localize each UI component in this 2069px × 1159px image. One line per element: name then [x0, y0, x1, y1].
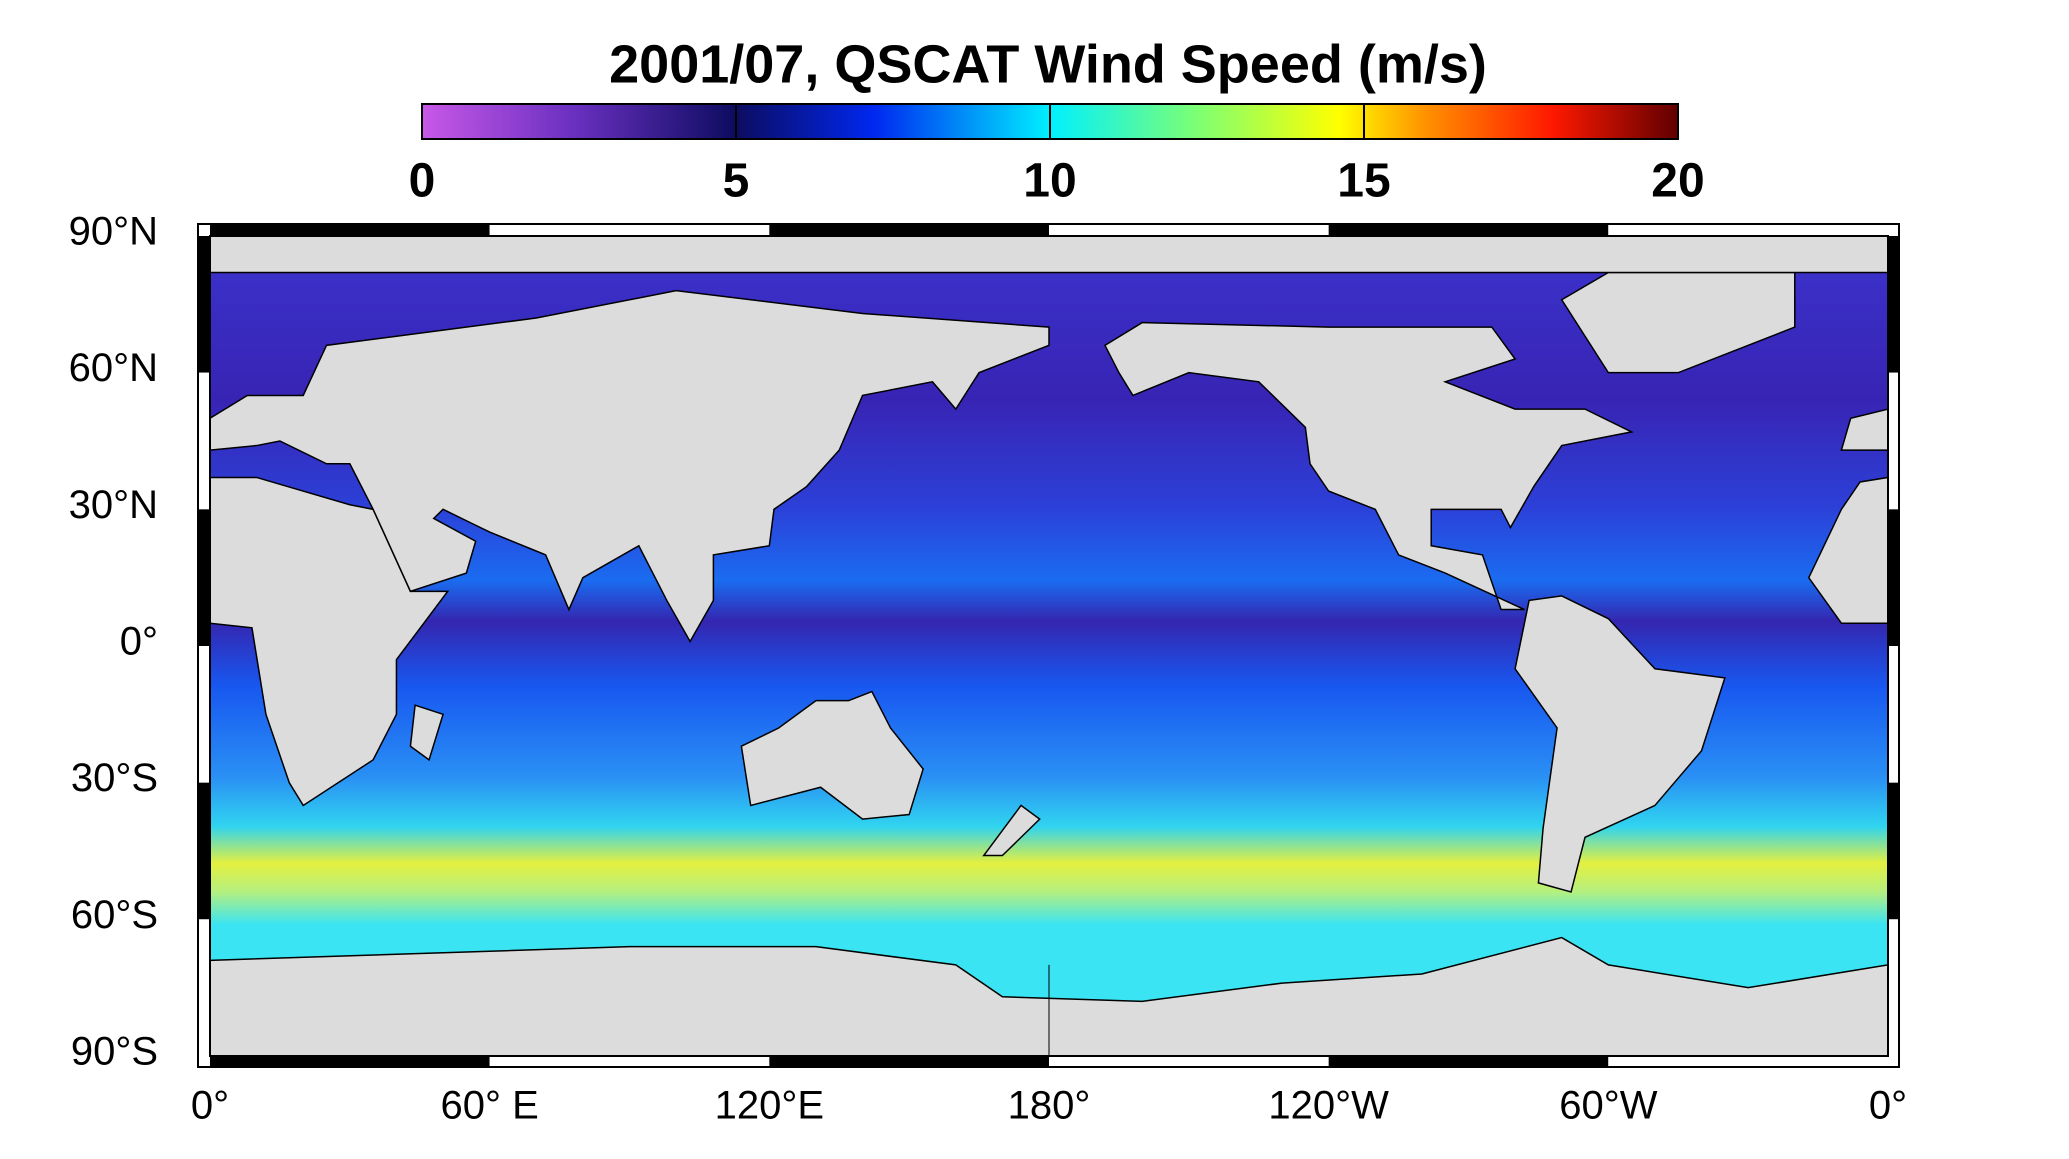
- lon-label: 180°: [1008, 1084, 1091, 1128]
- lat-label: 60°S: [71, 893, 158, 937]
- colorbar-tick-label: 20: [1651, 155, 1704, 208]
- border-segment: [1328, 1056, 1609, 1066]
- landmass: [740, 690, 924, 820]
- lat-label: 90°S: [71, 1030, 158, 1074]
- colorbar-tick-label: 10: [1023, 155, 1076, 208]
- axis-labels: 90°N 60°N 30°N 0° 30°S 60°S 90°S 0° 60° E 120°E 18…: [69, 210, 1908, 1128]
- land: [210, 236, 1888, 1056]
- landmass: [1514, 595, 1726, 893]
- border-segment: [1888, 372, 1898, 510]
- border-segment: [1888, 236, 1898, 373]
- border-segment: [199, 236, 210, 373]
- colorbar-tick-label: 15: [1337, 155, 1390, 208]
- lat-label: 30°N: [69, 483, 158, 527]
- landmass: [982, 804, 1041, 857]
- lat-label: 60°N: [69, 346, 158, 390]
- border-segment: [769, 225, 1049, 236]
- border-segment: [210, 1056, 490, 1066]
- colorbar-tick-label: 5: [723, 155, 750, 208]
- border-segment: [1888, 509, 1898, 646]
- border-segment: [489, 225, 770, 236]
- lat-label: 90°N: [69, 210, 158, 254]
- landmass: [1807, 476, 1888, 624]
- lon-label: 0°: [1869, 1084, 1907, 1128]
- border-segment: [1608, 225, 1888, 236]
- colorbar-ticks: 0 5 10 15 20: [409, 104, 1705, 208]
- border-segment: [210, 225, 490, 236]
- border-segment: [199, 646, 210, 783]
- map-area: [210, 236, 1888, 1056]
- map-inner-frame: [209, 235, 1889, 1057]
- border-segment: [1608, 1056, 1888, 1066]
- landmass: [1840, 408, 1888, 451]
- landmass: [210, 289, 1050, 643]
- border-segment: [199, 509, 210, 646]
- lon-label: 120°E: [715, 1084, 824, 1128]
- border-segment: [1888, 919, 1898, 1056]
- border-segment: [199, 372, 210, 510]
- border-segment: [1888, 782, 1898, 920]
- lon-label: 120°W: [1268, 1084, 1389, 1128]
- lon-label: 60°W: [1559, 1084, 1657, 1128]
- border-segment: [1888, 646, 1898, 783]
- border-segment: [1328, 225, 1609, 236]
- lon-label: 60° E: [441, 1084, 539, 1128]
- colorbar-tick-label: 0: [409, 155, 436, 208]
- lon-label: 0°: [191, 1084, 229, 1128]
- border-segment: [769, 1056, 1049, 1066]
- landmass: [210, 236, 1888, 274]
- map-title: 2001/07, QSCAT Wind Speed (m/s): [609, 34, 1487, 94]
- border-segment: [199, 919, 210, 1056]
- border-segment: [199, 782, 210, 920]
- map-border: [199, 225, 1898, 1066]
- border-segment: [489, 1056, 770, 1066]
- lat-label: 0°: [120, 620, 158, 664]
- landmass: [1103, 321, 1634, 611]
- landmass: [210, 936, 1888, 1056]
- landmass: [409, 704, 444, 762]
- landmass: [210, 476, 450, 807]
- lat-label: 30°S: [71, 756, 158, 800]
- border-segment: [1049, 1056, 1329, 1066]
- border-segment: [1049, 225, 1329, 236]
